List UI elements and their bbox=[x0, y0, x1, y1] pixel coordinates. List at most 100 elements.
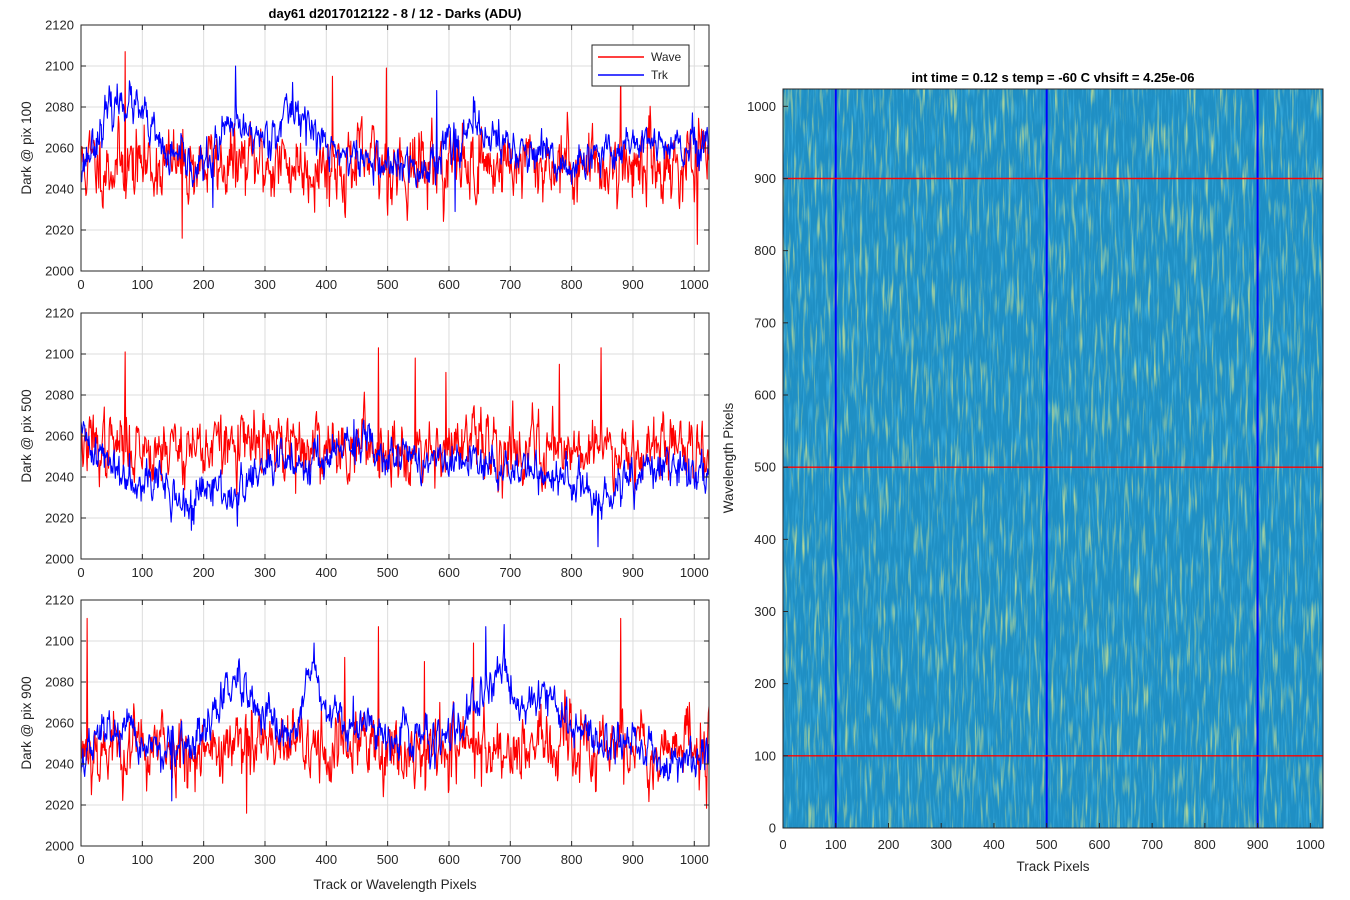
y-tick-label: 2100 bbox=[45, 347, 74, 362]
x-tick-label: 300 bbox=[930, 837, 952, 852]
x-tick-label: 0 bbox=[77, 565, 84, 580]
y-axis-label: Wavelength Pixels bbox=[721, 402, 736, 513]
legend-label-wave: Wave bbox=[651, 50, 682, 64]
x-tick-label: 600 bbox=[438, 565, 460, 580]
x-tick-label: 900 bbox=[622, 565, 644, 580]
x-tick-label: 500 bbox=[377, 565, 399, 580]
grid bbox=[80, 599, 709, 847]
x-tick-label: 600 bbox=[438, 852, 460, 867]
y-tick-label: 2060 bbox=[45, 716, 74, 731]
y-tick-label: 700 bbox=[754, 315, 776, 330]
y-tick-label: 2080 bbox=[45, 388, 74, 403]
y-tick-label: 2040 bbox=[45, 182, 74, 197]
x-tick-label: 700 bbox=[1141, 837, 1163, 852]
x-tick-label: 100 bbox=[825, 837, 847, 852]
y-tick-label: 2080 bbox=[45, 675, 74, 690]
heatmap-markers bbox=[783, 89, 1323, 828]
series-line-wave bbox=[81, 347, 709, 499]
x-tick-label: 200 bbox=[193, 277, 215, 292]
y-tick-label: 500 bbox=[754, 460, 776, 475]
series-lines bbox=[81, 617, 709, 814]
heatmap-panel: int time = 0.12 s temp = -60 C vhsift = … bbox=[721, 70, 1325, 874]
x-tick-label: 800 bbox=[1194, 837, 1216, 852]
x-ticks: 0 100 200 300 400 500 600 700 800 900 1000 bbox=[77, 600, 709, 867]
y-axis-label: Dark @ pix 100 bbox=[19, 101, 34, 194]
y-tick-label: 600 bbox=[754, 387, 776, 402]
x-tick-label: 700 bbox=[499, 852, 521, 867]
y-tick-label: 2120 bbox=[45, 306, 74, 321]
x-tick-label: 800 bbox=[561, 852, 583, 867]
x-tick-label: 1000 bbox=[1296, 837, 1325, 852]
x-tick-label: 1000 bbox=[680, 565, 709, 580]
x-tick-label: 800 bbox=[561, 565, 583, 580]
x-tick-label: 500 bbox=[1036, 837, 1058, 852]
left-figure-title: day61 d2017012122 - 8 / 12 - Darks (ADU) bbox=[269, 6, 522, 21]
x-tick-label: 400 bbox=[315, 277, 337, 292]
y-tick-label: 200 bbox=[754, 676, 776, 691]
x-tick-label: 200 bbox=[193, 852, 215, 867]
y-tick-label: 2000 bbox=[45, 839, 74, 854]
y-tick-label: 2120 bbox=[45, 18, 74, 33]
x-tick-label: 100 bbox=[131, 565, 153, 580]
x-ticks: 0 100 200 300 400 500 600 700 800 900 1000 bbox=[77, 25, 709, 292]
series-line-trk bbox=[81, 419, 709, 548]
heatmap-frame bbox=[782, 88, 1324, 829]
x-tick-label: 100 bbox=[131, 277, 153, 292]
x-tick-label: 500 bbox=[377, 277, 399, 292]
x-tick-label: 0 bbox=[77, 277, 84, 292]
x-tick-label: 200 bbox=[878, 837, 900, 852]
x-ticks: 0 100 200 300 400 500 600 700 800 900 1000 bbox=[77, 313, 709, 580]
y-tick-label: 2040 bbox=[45, 757, 74, 772]
y-tick-label: 2040 bbox=[45, 470, 74, 485]
y-tick-label: 900 bbox=[754, 171, 776, 186]
x-tick-label: 100 bbox=[131, 852, 153, 867]
panel-pix-500: 0 100 200 300 400 500 600 700 800 900 1000 2000 202… bbox=[19, 306, 710, 580]
x-tick-label: 0 bbox=[779, 837, 786, 852]
x-tick-label: 700 bbox=[499, 565, 521, 580]
grid bbox=[80, 24, 709, 272]
x-tick-label: 0 bbox=[77, 852, 84, 867]
heatmap-title: int time = 0.12 s temp = -60 C vhsift = … bbox=[912, 70, 1195, 85]
x-tick-label: 400 bbox=[315, 565, 337, 580]
panel-pix-900: 0 100 200 300 400 500 600 700 800 900 1000 2000 202… bbox=[19, 593, 710, 892]
legend: Wave Trk bbox=[591, 44, 690, 87]
x-tick-label: 900 bbox=[622, 852, 644, 867]
x-tick-label: 1000 bbox=[680, 277, 709, 292]
legend-label-trk: Trk bbox=[651, 68, 669, 82]
y-tick-label: 2020 bbox=[45, 798, 74, 813]
heatmap-texture-bright bbox=[783, 89, 1323, 828]
series-lines bbox=[81, 51, 709, 245]
x-ticks: 0 100 200 300 400 500 600 700 800 900 1000 bbox=[779, 823, 1325, 852]
x-tick-label: 900 bbox=[622, 277, 644, 292]
legend-box bbox=[591, 44, 690, 87]
y-tick-label: 800 bbox=[754, 243, 776, 258]
x-tick-label: 600 bbox=[438, 277, 460, 292]
y-ticks: 2000 2020 2040 2060 2080 2100 2120 bbox=[45, 18, 709, 279]
y-tick-label: 2000 bbox=[45, 552, 74, 567]
y-axis-label: Dark @ pix 900 bbox=[19, 676, 34, 769]
series-lines bbox=[81, 347, 709, 548]
x-tick-label: 500 bbox=[377, 852, 399, 867]
y-tick-label: 2120 bbox=[45, 593, 74, 608]
series-line-trk bbox=[81, 65, 709, 213]
y-tick-label: 2100 bbox=[45, 634, 74, 649]
x-tick-label: 900 bbox=[1247, 837, 1269, 852]
x-tick-label: 400 bbox=[315, 852, 337, 867]
x-tick-label: 800 bbox=[561, 277, 583, 292]
x-axis-label: Track or Wavelength Pixels bbox=[313, 877, 477, 892]
x-tick-label: 600 bbox=[1089, 837, 1111, 852]
y-axis-label: Dark @ pix 500 bbox=[19, 389, 34, 482]
series-line-trk bbox=[81, 624, 709, 802]
x-tick-label: 700 bbox=[499, 277, 521, 292]
x-tick-label: 300 bbox=[254, 277, 276, 292]
x-tick-label: 400 bbox=[983, 837, 1005, 852]
x-tick-label: 1000 bbox=[680, 852, 709, 867]
y-tick-label: 2000 bbox=[45, 264, 74, 279]
y-tick-label: 2080 bbox=[45, 100, 74, 115]
y-tick-label: 100 bbox=[754, 748, 776, 763]
y-tick-label: 0 bbox=[769, 821, 776, 836]
y-ticks: 0 100 200 300 400 500 600 700 800 900 1000 bbox=[747, 99, 788, 836]
y-tick-label: 2020 bbox=[45, 511, 74, 526]
x-tick-label: 200 bbox=[193, 565, 215, 580]
